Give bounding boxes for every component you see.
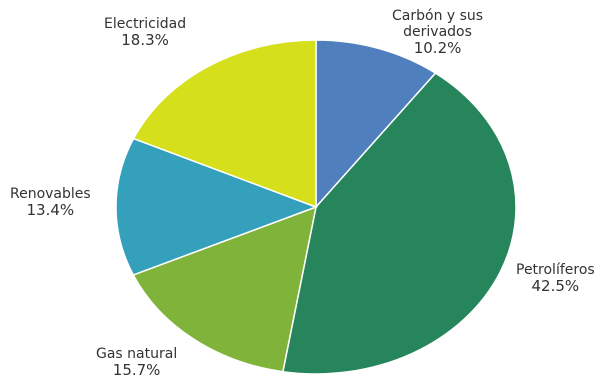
label-renovables-value: 13.4%	[26, 201, 75, 219]
slice-renovables	[115, 137, 319, 276]
slice-carbon	[315, 39, 437, 209]
label-gas-natural: Gas natural 15.7%	[96, 346, 177, 378]
slice-petroliferos	[281, 72, 517, 375]
slice-gas-natural	[132, 205, 318, 373]
label-renovables-line1: Renovables	[10, 186, 91, 202]
label-carbon-value: 10.2%	[413, 39, 462, 57]
label-electricidad: Electricidad 18.3%	[104, 16, 186, 48]
label-petroliferos-line1: Petrolíferos	[516, 262, 595, 278]
label-renovables: Renovables 13.4%	[10, 186, 91, 218]
label-carbon-line1: Carbón y sus	[392, 8, 484, 24]
label-carbon-line2: derivados	[403, 24, 472, 40]
label-electricidad-value: 18.3%	[121, 31, 169, 49]
label-gas-natural-line1: Gas natural	[96, 346, 178, 362]
label-carbon: Carbón y sus derivados 10.2%	[392, 8, 483, 56]
label-petroliferos-value: 42.5%	[531, 277, 580, 295]
label-petroliferos: Petrolíferos 42.5%	[516, 262, 595, 294]
label-gas-natural-value: 15.7%	[112, 361, 161, 379]
label-electricidad-line1: Electricidad	[104, 16, 187, 32]
slice-electricidad	[132, 39, 317, 209]
